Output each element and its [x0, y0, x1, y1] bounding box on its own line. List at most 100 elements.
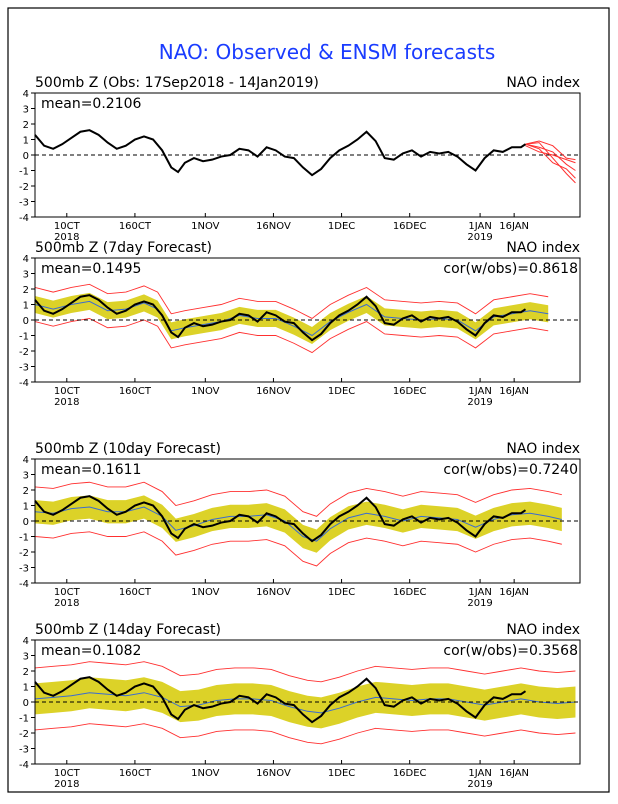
xtick-year-3-0: 2018	[54, 598, 79, 609]
ytick-label-2-1: 3	[23, 270, 29, 281]
ytick-label-2-3: 1	[23, 301, 29, 312]
xtick-label-4-0: 10CT	[54, 768, 81, 779]
ensemble-member-1-4	[525, 143, 576, 179]
panel-title-4: 500mb Z (14day Forecast)	[35, 622, 221, 638]
ytick-label-2-7: -3	[19, 363, 29, 374]
panel-index-label-2: NAO index	[506, 240, 580, 256]
ytick-label-3-8: -4	[19, 579, 29, 590]
xtick-label-4-1: 160CT	[119, 768, 152, 779]
xtick-year-3-6: 2019	[467, 598, 492, 609]
ytick-label-1-0: 4	[23, 89, 29, 100]
panel-title-1: 500mb Z (Obs: 17Sep2018 - 14Jan2019)	[35, 75, 319, 91]
correlation-label-3: cor(w/obs)=0.7240	[443, 462, 578, 478]
ensemble-envelope-4-upper	[34, 661, 576, 683]
ytick-label-4-6: -2	[19, 729, 29, 740]
ensemble-envelope-4-lower	[34, 723, 576, 745]
panel-index-label-1: NAO index	[506, 75, 580, 91]
xtick-label-3-1: 160CT	[119, 587, 152, 598]
ytick-label-2-4: 0	[23, 316, 29, 327]
xtick-label-2-7: 16JAN	[499, 386, 529, 397]
panel-2: 500mb Z (7day Forecast) NAO index 4 3 2 1 0 -1 -…	[19, 240, 581, 408]
ytick-label-3-1: 3	[23, 471, 29, 482]
ytick-label-4-5: -1	[19, 714, 29, 725]
ytick-label-4-8: -4	[19, 760, 29, 771]
xtick-label-3-3: 16NOV	[256, 587, 291, 598]
mean-label-4: mean=0.1082	[41, 643, 141, 659]
xtick-label-3-5: 16DEC	[393, 587, 427, 598]
ensemble-envelope-3-upper	[34, 481, 562, 517]
xtick-label-4-4: 1DEC	[328, 768, 355, 779]
ytick-label-2-6: -2	[19, 347, 29, 358]
xtick-label-2-0: 10CT	[54, 386, 81, 397]
xtick-year-2-6: 2019	[467, 397, 492, 408]
xtick-label-4-5: 16DEC	[393, 768, 427, 779]
mean-label-1: mean=0.2106	[41, 96, 142, 112]
xtick-label-1-3: 16NOV	[256, 221, 291, 232]
xtick-label-1-7: 16JAN	[499, 221, 529, 232]
xtick-label-2-1: 160CT	[119, 386, 152, 397]
ytick-label-2-2: 2	[23, 285, 29, 296]
ytick-label-3-6: -2	[19, 548, 29, 559]
ytick-label-3-0: 4	[23, 455, 29, 466]
ytick-label-1-7: -3	[19, 198, 29, 209]
observed-line-1	[34, 129, 527, 177]
ytick-label-4-3: 1	[23, 683, 29, 694]
ytick-label-4-4: 0	[23, 698, 29, 709]
observed-line-4	[34, 676, 527, 724]
xtick-label-4-6: 1JAN	[468, 768, 491, 779]
xtick-year-1-0: 2018	[54, 232, 79, 243]
xtick-label-2-3: 16NOV	[256, 386, 291, 397]
ensemble-member-1-5	[525, 140, 576, 161]
correlation-label-4: cor(w/obs)=0.3568	[443, 643, 578, 659]
xtick-label-3-6: 1JAN	[468, 587, 491, 598]
ytick-label-2-5: -1	[19, 332, 29, 343]
ytick-label-1-5: -1	[19, 167, 29, 178]
xtick-year-1-6: 2019	[467, 232, 492, 243]
ytick-label-1-3: 1	[23, 136, 29, 147]
xtick-label-3-4: 1DEC	[328, 587, 355, 598]
mean-label-3: mean=0.1611	[41, 462, 141, 478]
xtick-label-1-5: 16DEC	[393, 221, 427, 232]
panel-1: 500mb Z (Obs: 17Sep2018 - 14Jan2019) NAO …	[19, 75, 581, 243]
xtick-label-1-2: 1NOV	[191, 221, 220, 232]
ytick-label-1-6: -2	[19, 182, 29, 193]
ytick-label-3-4: 0	[23, 517, 29, 528]
xtick-label-3-0: 10CT	[54, 587, 81, 598]
panel-title-2: 500mb Z (7day Forecast)	[35, 240, 212, 256]
ytick-label-1-1: 3	[23, 105, 29, 116]
correlation-label-2: cor(w/obs)=0.8618	[443, 261, 578, 277]
ytick-label-4-2: 2	[23, 667, 29, 678]
ensemble-envelope-2-lower	[34, 317, 549, 354]
xtick-label-1-1: 160CT	[119, 221, 152, 232]
xtick-label-2-5: 16DEC	[393, 386, 427, 397]
xtick-label-2-4: 1DEC	[328, 386, 355, 397]
panel-3: 500mb Z (10day Forecast) NAO index 4 3 2 1 0 -1…	[19, 441, 581, 609]
ytick-label-1-2: 2	[23, 120, 29, 131]
figure-border	[7, 7, 610, 793]
observed-line-2	[34, 294, 527, 342]
observed-line-3	[34, 495, 527, 543]
xtick-label-1-6: 1JAN	[468, 221, 491, 232]
xtick-label-4-2: 1NOV	[191, 768, 220, 779]
ytick-label-2-0: 4	[23, 254, 29, 265]
xtick-year-2-0: 2018	[54, 397, 79, 408]
xtick-label-1-0: 10CT	[54, 221, 81, 232]
spread-band-3	[35, 495, 562, 553]
xtick-label-4-3: 16NOV	[256, 768, 291, 779]
panel-index-label-3: NAO index	[506, 441, 580, 457]
ytick-label-1-8: -4	[19, 213, 29, 224]
mean-label-2: mean=0.1495	[41, 261, 141, 277]
ensemble-member-1-3	[525, 145, 576, 164]
panel-index-label-4: NAO index	[506, 622, 580, 638]
ytick-label-1-4: 0	[23, 151, 29, 162]
ytick-label-3-2: 2	[23, 486, 29, 497]
ytick-label-4-7: -3	[19, 745, 29, 756]
xtick-year-4-6: 2019	[467, 779, 492, 790]
xtick-year-4-0: 2018	[54, 779, 79, 790]
xtick-label-4-7: 16JAN	[499, 768, 529, 779]
ensemble-member-1-2	[525, 142, 576, 184]
spread-band-4	[35, 677, 576, 729]
ytick-label-2-8: -4	[19, 378, 29, 389]
